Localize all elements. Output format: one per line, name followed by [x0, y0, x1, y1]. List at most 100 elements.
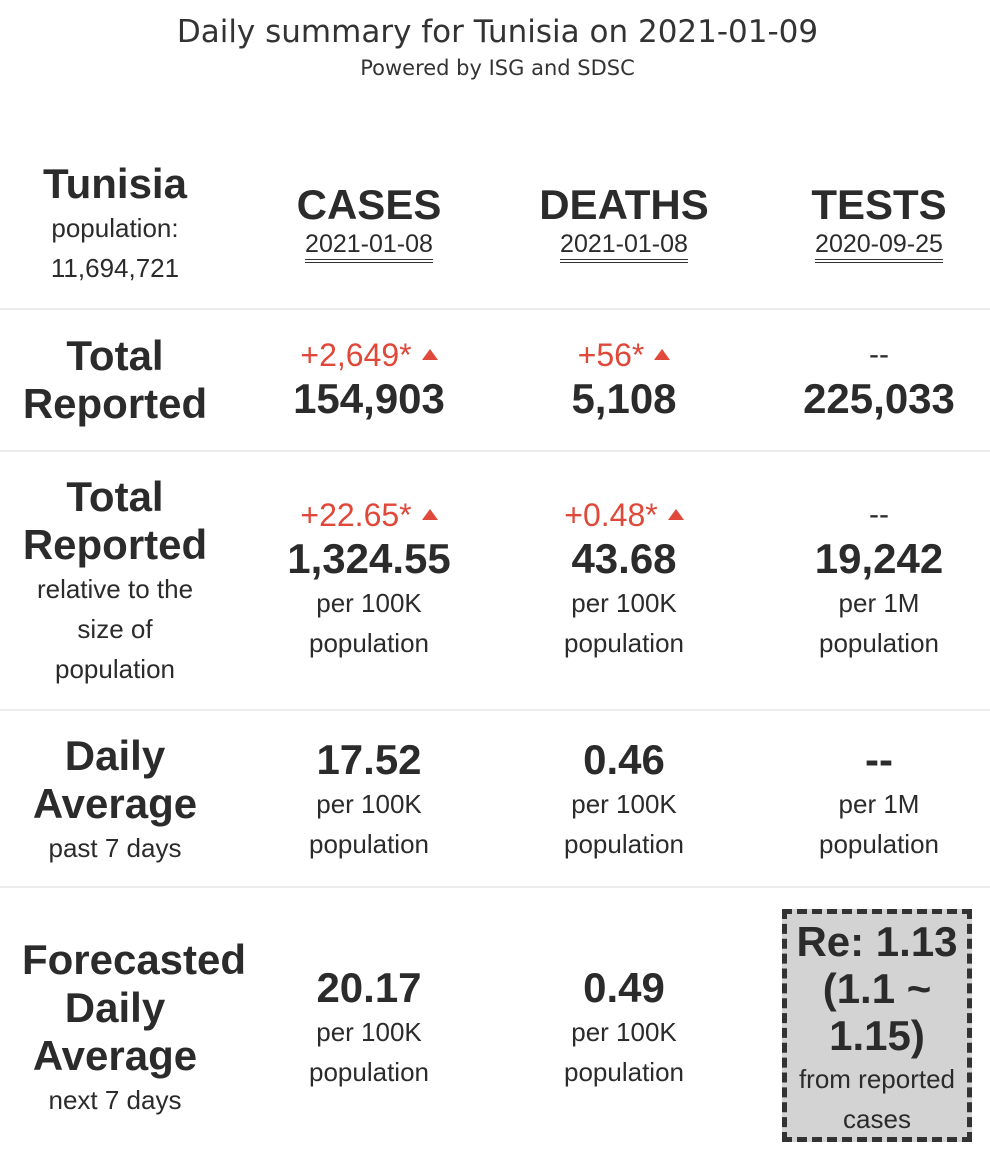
forecast-deaths-value: 0.49 — [583, 964, 665, 1011]
unit-label: population — [309, 628, 429, 658]
row-sublabel: size of — [77, 614, 153, 644]
divider — [0, 709, 990, 711]
re-note: from reported — [798, 1064, 956, 1094]
country-name: Tunisia — [43, 160, 187, 207]
total-deaths-cell: +56* 5,108 — [499, 335, 749, 423]
increase-up-icon — [654, 349, 671, 361]
daily-cases-cell: 17.52 per 100K population — [244, 736, 494, 864]
daily-tests-value: -- — [865, 736, 893, 783]
population-value: 11,694,721 — [50, 253, 180, 283]
cases-date-link[interactable]: 2021-01-08 — [305, 229, 433, 263]
unit-label: population — [309, 1057, 429, 1087]
tests-delta: -- — [869, 498, 889, 531]
deaths-delta-text: +56* — [577, 337, 645, 373]
unit-label: population — [309, 829, 429, 859]
row-sublabel: relative to the — [36, 574, 194, 604]
unit-label: population — [819, 628, 939, 658]
daily-average-label: Daily Average past 7 days — [0, 732, 230, 868]
deaths-delta: +56* — [499, 335, 749, 375]
country-header: Tunisia population: 11,694,721 — [0, 160, 230, 288]
re-range-line: (1.1 ~ — [822, 965, 932, 1012]
header-row: Tunisia population: 11,694,721 CASES 202… — [0, 160, 990, 310]
page-subtitle: Powered by ISG and SDSC — [360, 56, 635, 80]
row-label-line: Forecasted — [21, 936, 247, 983]
cases-column-label: CASES — [296, 181, 442, 228]
re-note: cases — [843, 1104, 911, 1134]
row-label-line: Total — [66, 473, 164, 520]
total-reported-label: Total Reported — [0, 332, 230, 428]
relative-deaths-value: 43.68 — [571, 535, 677, 582]
daily-deaths-cell: 0.46 per 100K population — [499, 736, 749, 864]
row-label-line: Daily — [64, 984, 166, 1031]
tests-date-link[interactable]: 2020-09-25 — [815, 229, 943, 263]
row-label-line: Daily — [64, 732, 166, 779]
row-sublabel: population — [55, 654, 175, 684]
unit-label: population — [819, 829, 939, 859]
daily-tests-cell: -- per 1M population — [754, 736, 990, 864]
unit-label: per 1M — [838, 588, 920, 618]
cases-delta-text: +22.65* — [300, 497, 412, 533]
total-reported-row: Total Reported +2,649* 154,903 +56* 5,10… — [0, 332, 990, 447]
cases-delta-text: +2,649* — [300, 337, 412, 373]
unit-label: per 100K — [316, 789, 422, 819]
cases-delta: +2,649* — [244, 335, 494, 375]
relative-tests-value: 19,242 — [814, 535, 944, 582]
unit-label: per 100K — [316, 588, 422, 618]
relative-tests-cell: -- 19,242 per 1M population — [754, 495, 990, 663]
reproduction-number-box: Re: 1.13 (1.1 ~ 1.15) from reported case… — [782, 909, 972, 1142]
total-deaths-value: 5,108 — [571, 375, 677, 422]
deaths-delta: +0.48* — [499, 495, 749, 535]
unit-label: per 100K — [571, 588, 677, 618]
relative-label: Total Reported relative to the size of p… — [0, 473, 230, 689]
divider — [0, 308, 990, 310]
row-label-line: Average — [32, 1032, 198, 1079]
row-label-line: Average — [32, 780, 198, 827]
relative-cases-value: 1,324.55 — [287, 535, 451, 582]
unit-label: per 100K — [571, 1017, 677, 1047]
row-sublabel: next 7 days — [48, 1085, 182, 1115]
relative-deaths-cell: +0.48* 43.68 per 100K population — [499, 495, 749, 663]
deaths-delta-text: +0.48* — [564, 497, 658, 533]
unit-label: per 1M — [838, 789, 920, 819]
daily-deaths-value: 0.46 — [583, 736, 665, 783]
total-tests-value: 225,033 — [803, 375, 955, 422]
deaths-column-label: DEATHS — [539, 181, 709, 228]
relative-row: Total Reported relative to the size of p… — [0, 473, 990, 703]
cases-delta: +22.65* — [244, 495, 494, 535]
forecast-row: Forecasted Daily Average next 7 days 20.… — [0, 936, 990, 1126]
unit-label: population — [564, 829, 684, 859]
tests-delta: -- — [869, 338, 889, 371]
forecast-cases-value: 20.17 — [316, 964, 422, 1011]
divider — [0, 450, 990, 452]
increase-up-icon — [421, 349, 438, 361]
cases-column-header: CASES 2021-01-08 — [244, 181, 494, 263]
re-value: Re: 1.13 — [796, 918, 958, 965]
divider — [0, 886, 990, 888]
unit-label: per 100K — [571, 789, 677, 819]
daily-average-row: Daily Average past 7 days 17.52 per 100K… — [0, 732, 990, 882]
total-tests-cell: -- 225,033 — [754, 335, 990, 423]
unit-label: population — [564, 1057, 684, 1087]
re-range-line: 1.15) — [829, 1012, 925, 1059]
increase-up-icon — [421, 509, 438, 521]
row-label-line: Total — [66, 332, 164, 379]
forecast-label-rest: Daily Average next 7 days — [0, 984, 230, 1120]
increase-up-icon — [667, 509, 684, 521]
forecast-deaths-cell: 0.49 per 100K population — [499, 964, 749, 1092]
unit-label: per 100K — [316, 1017, 422, 1047]
row-sublabel: past 7 days — [48, 833, 182, 863]
row-label-line: Reported — [22, 380, 208, 427]
total-cases-value: 154,903 — [293, 375, 445, 422]
deaths-column-header: DEATHS 2021-01-08 — [499, 181, 749, 263]
deaths-date-link[interactable]: 2021-01-08 — [560, 229, 688, 263]
forecast-label: Forecasted — [19, 936, 249, 984]
population-label: population: — [51, 213, 179, 243]
total-cases-cell: +2,649* 154,903 — [244, 335, 494, 423]
tests-column-header: TESTS 2020-09-25 — [754, 181, 990, 263]
row-label-line: Reported — [22, 521, 208, 568]
relative-cases-cell: +22.65* 1,324.55 per 100K population — [244, 495, 494, 663]
daily-cases-value: 17.52 — [316, 736, 422, 783]
tests-column-label: TESTS — [811, 181, 947, 228]
page-title: Daily summary for Tunisia on 2021-01-09 — [176, 14, 819, 50]
forecast-cases-cell: 20.17 per 100K population — [244, 964, 494, 1092]
